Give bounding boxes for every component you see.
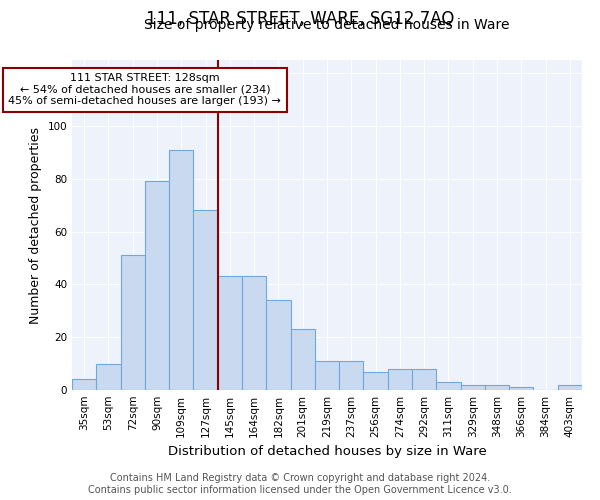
Bar	[121, 256, 145, 390]
Bar	[266, 300, 290, 390]
Bar	[388, 369, 412, 390]
Bar	[96, 364, 121, 390]
Bar	[218, 276, 242, 390]
Bar	[364, 372, 388, 390]
Text: 111, STAR STREET, WARE, SG12 7AQ: 111, STAR STREET, WARE, SG12 7AQ	[146, 10, 454, 28]
Bar	[193, 210, 218, 390]
Bar	[72, 380, 96, 390]
Bar	[290, 330, 315, 390]
Text: 111 STAR STREET: 128sqm
← 54% of detached houses are smaller (234)
45% of semi-d: 111 STAR STREET: 128sqm ← 54% of detache…	[8, 73, 281, 106]
Bar	[558, 384, 582, 390]
Bar	[436, 382, 461, 390]
Bar	[315, 361, 339, 390]
Bar	[339, 361, 364, 390]
Bar	[145, 182, 169, 390]
Title: Size of property relative to detached houses in Ware: Size of property relative to detached ho…	[144, 18, 510, 32]
Text: Contains HM Land Registry data © Crown copyright and database right 2024.
Contai: Contains HM Land Registry data © Crown c…	[88, 474, 512, 495]
Y-axis label: Number of detached properties: Number of detached properties	[29, 126, 42, 324]
Bar	[509, 388, 533, 390]
Bar	[485, 384, 509, 390]
Bar	[169, 150, 193, 390]
Bar	[242, 276, 266, 390]
Bar	[461, 384, 485, 390]
Bar	[412, 369, 436, 390]
X-axis label: Distribution of detached houses by size in Ware: Distribution of detached houses by size …	[167, 446, 487, 458]
